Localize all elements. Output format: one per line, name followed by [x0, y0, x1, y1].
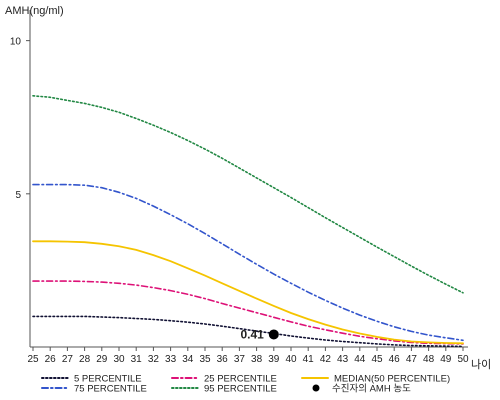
- x-tick-label: 41: [303, 354, 315, 365]
- x-tick-label: 45: [371, 354, 383, 365]
- data-point-label: 0.41: [240, 327, 264, 341]
- data-point-marker: [268, 329, 279, 340]
- x-tick-label: 26: [45, 354, 57, 365]
- x-tick-label: 35: [199, 354, 211, 365]
- series-line: [32, 183, 464, 342]
- x-tick-label: 31: [131, 354, 143, 365]
- legend-label: 5 PERCENTILE: [74, 374, 142, 385]
- legend-label: 95 PERCENTILE: [204, 384, 277, 395]
- x-tick-label: 47: [406, 354, 418, 365]
- legend-label: MEDIAN(50 PERCENTILE): [334, 374, 450, 385]
- y-tick-label: 10: [10, 37, 22, 48]
- x-tick-label: 40: [285, 354, 297, 365]
- legend-marker-swatch: [312, 384, 320, 392]
- x-tick-label: 32: [148, 354, 160, 365]
- x-tick-label: 28: [79, 354, 91, 365]
- legend: 5 PERCENTILE 25 PERCENTILE MEDIAN(50 PERCE…: [41, 374, 450, 395]
- x-tick-label: 34: [182, 354, 194, 365]
- x-tick-label: 38: [251, 354, 263, 365]
- x-tick-label: 42: [320, 354, 332, 365]
- x-tick-label: 50: [457, 354, 469, 365]
- x-axis-title: 나이: [471, 358, 491, 371]
- legend-marker-label: 수진자의 AMH 농도: [332, 384, 411, 395]
- x-tick-label: 48: [423, 354, 435, 365]
- x-tick-label: 27: [62, 354, 74, 365]
- x-tick-label: 37: [234, 354, 246, 365]
- y-axis-title: AMH(ng/ml): [5, 5, 64, 17]
- series-line: [32, 315, 464, 348]
- x-tick-label: 29: [96, 354, 108, 365]
- series-line: [32, 280, 464, 345]
- x-tick-label: 43: [337, 354, 349, 365]
- x-tick-label: 39: [268, 354, 280, 365]
- x-tick-label: 25: [27, 354, 39, 365]
- x-tick-label: 30: [113, 354, 125, 365]
- x-tick-label: 46: [389, 354, 401, 365]
- plot-lines: [32, 95, 464, 348]
- y-tick-label: 5: [15, 190, 21, 201]
- x-tick-label: 36: [217, 354, 229, 365]
- series-line: [32, 95, 464, 294]
- legend-label: 25 PERCENTILE: [204, 374, 277, 385]
- x-tick-label: 49: [440, 354, 452, 365]
- legend-label: 75 PERCENTILE: [74, 384, 147, 395]
- x-tick-label: 33: [165, 354, 177, 365]
- marker-layer: 0.41: [240, 327, 279, 341]
- axes: 25 26 27 28 29 30 31 32 33 34 35 36 37 38 39 40 41 42 43 44…: [10, 10, 469, 365]
- series-line: [32, 240, 464, 345]
- x-tick-label: 44: [354, 354, 366, 365]
